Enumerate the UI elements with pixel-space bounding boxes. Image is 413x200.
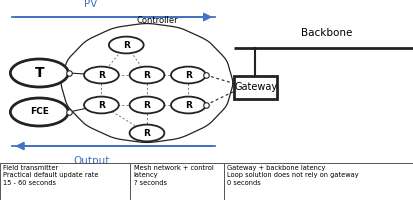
Text: Output: Output (73, 156, 109, 166)
Text: Controller: Controller (136, 16, 178, 25)
Text: R: R (143, 129, 150, 138)
FancyBboxPatch shape (233, 76, 277, 99)
Text: R: R (185, 71, 191, 79)
FancyBboxPatch shape (130, 163, 223, 200)
Circle shape (84, 67, 119, 83)
Text: Gateway: Gateway (233, 82, 277, 92)
Text: T: T (34, 66, 44, 80)
Circle shape (109, 37, 143, 53)
Text: Field transmitter
Practical default update rate
15 - 60 seconds: Field transmitter Practical default upda… (3, 165, 99, 186)
Text: R: R (98, 100, 104, 110)
Text: R: R (143, 71, 150, 79)
Circle shape (10, 59, 68, 87)
Circle shape (10, 98, 68, 126)
Text: Mesh network + control
latency
? seconds: Mesh network + control latency ? seconds (133, 165, 213, 186)
Text: Backbone: Backbone (301, 28, 352, 38)
Text: R: R (143, 100, 150, 110)
FancyBboxPatch shape (223, 163, 413, 200)
Text: R: R (185, 100, 191, 110)
Polygon shape (61, 24, 232, 142)
Circle shape (171, 67, 205, 83)
FancyBboxPatch shape (0, 163, 130, 200)
Text: R: R (98, 71, 104, 79)
Circle shape (129, 125, 164, 141)
Text: FCE: FCE (30, 108, 49, 116)
Text: PV: PV (84, 0, 97, 9)
Circle shape (129, 67, 164, 83)
Circle shape (171, 97, 205, 113)
Text: R: R (123, 40, 129, 49)
Text: Gateway + backbone latency
Loop solution does not rely on gateway
0 seconds: Gateway + backbone latency Loop solution… (226, 165, 358, 186)
Circle shape (84, 97, 119, 113)
Circle shape (129, 97, 164, 113)
